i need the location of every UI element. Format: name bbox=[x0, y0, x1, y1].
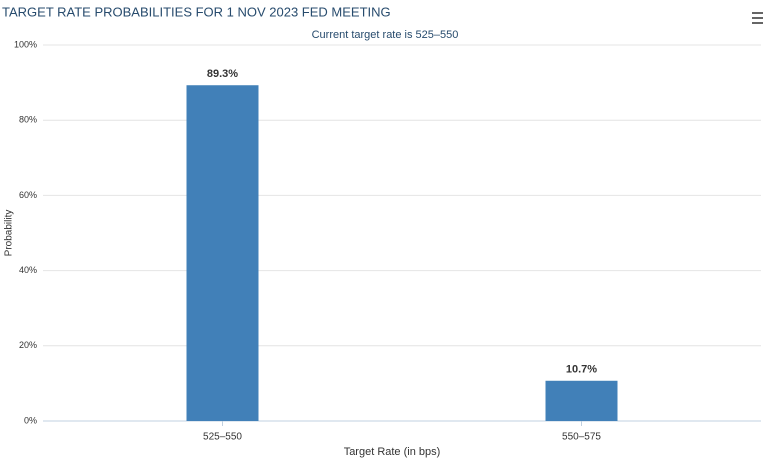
y-axis-title: Probability bbox=[4, 210, 15, 257]
menu-bar bbox=[752, 17, 763, 19]
bar bbox=[186, 85, 259, 422]
x-tick-label: 550–575 bbox=[562, 432, 601, 443]
y-tick-label: 80% bbox=[19, 115, 37, 125]
data-label: 10.7% bbox=[566, 364, 597, 376]
menu-bar bbox=[752, 22, 763, 24]
y-tick-label: 40% bbox=[19, 265, 37, 275]
menu-bar bbox=[752, 12, 763, 14]
y-tick-label: 100% bbox=[14, 39, 37, 49]
data-label: 89.3% bbox=[207, 68, 238, 80]
y-tick-label: 60% bbox=[19, 190, 37, 200]
chart-title: TARGET RATE PROBABILITIES FOR 1 NOV 2023… bbox=[2, 4, 391, 19]
bar bbox=[545, 380, 618, 421]
y-tick-label: 20% bbox=[19, 340, 37, 350]
x-tick-label: 525–550 bbox=[203, 432, 242, 443]
chart-subtitle: Current target rate is 525–550 bbox=[312, 29, 459, 41]
x-axis-title: Target Rate (in bps) bbox=[344, 446, 441, 458]
menu-button[interactable] bbox=[752, 12, 763, 24]
y-tick-label: 0% bbox=[24, 415, 37, 425]
